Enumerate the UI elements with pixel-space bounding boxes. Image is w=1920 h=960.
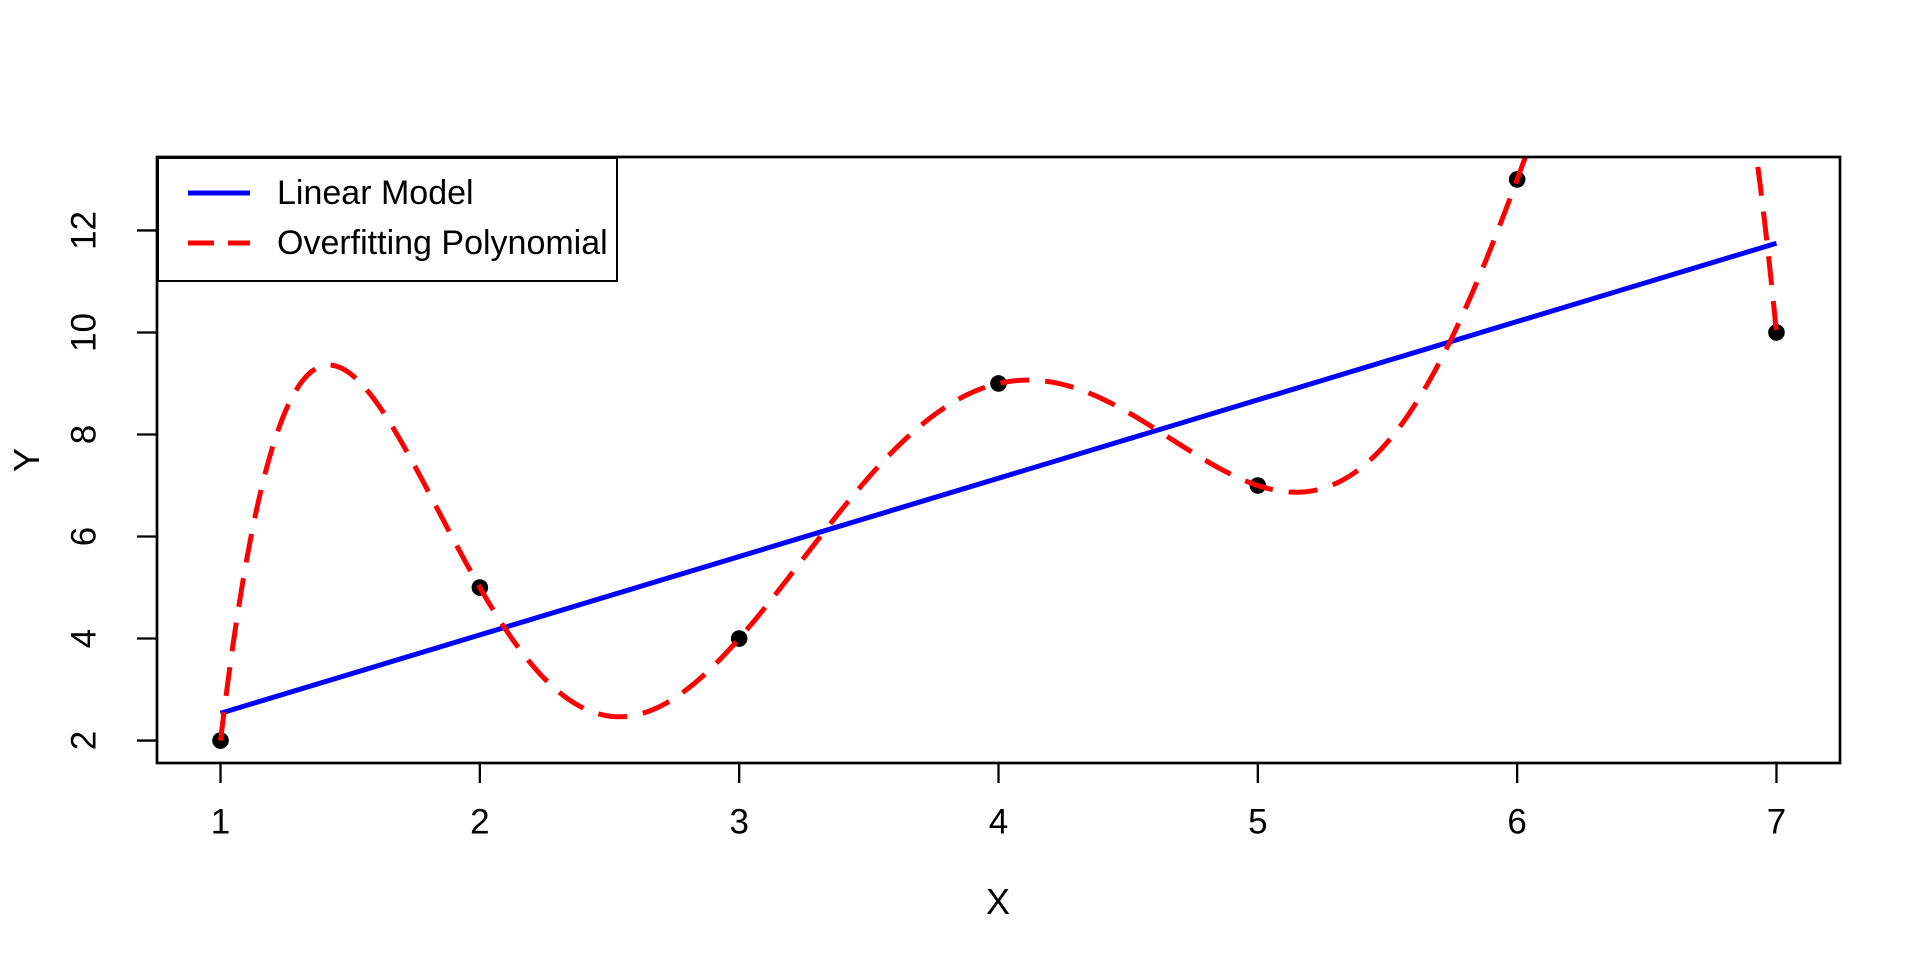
data-point — [990, 375, 1007, 392]
x-axis-title: X — [985, 881, 1010, 922]
y-tick-label: 8 — [65, 425, 104, 444]
y-tick-label: 12 — [65, 211, 104, 250]
linear-model-line — [219, 240, 1778, 716]
legend-solid-line-sample — [188, 190, 250, 196]
y-tick-label: 10 — [65, 313, 104, 352]
x-tick-label: 3 — [729, 803, 748, 842]
x-tick-label: 1 — [211, 803, 230, 842]
data-point — [1768, 324, 1785, 341]
legend-label-overfitting-polynomial: Overfitting Polynomial — [277, 224, 608, 262]
y-tick-label: 2 — [65, 731, 104, 750]
legend-entry-linear-model: Linear Model — [187, 168, 608, 218]
x-tick-label: 5 — [1248, 803, 1267, 842]
legend-label-linear-model: Linear Model — [277, 174, 474, 212]
x-tick-label: 6 — [1507, 803, 1526, 842]
legend-entry-overfitting-polynomial: Overfitting Polynomial — [187, 218, 608, 268]
x-tick-label: 7 — [1767, 803, 1786, 842]
y-tick-label: 4 — [65, 629, 104, 648]
polynomial-curve — [218, 157, 1779, 741]
x-tick-label: 2 — [470, 803, 489, 842]
x-tick-label: 4 — [989, 803, 1008, 842]
legend: Linear Model Overfitting Polynomial — [157, 157, 618, 282]
y-axis-title: Y — [6, 448, 47, 473]
legend-dashed-line-sample — [188, 240, 250, 246]
plot-border-box — [155, 155, 1842, 765]
y-tick-label: 6 — [65, 527, 104, 546]
